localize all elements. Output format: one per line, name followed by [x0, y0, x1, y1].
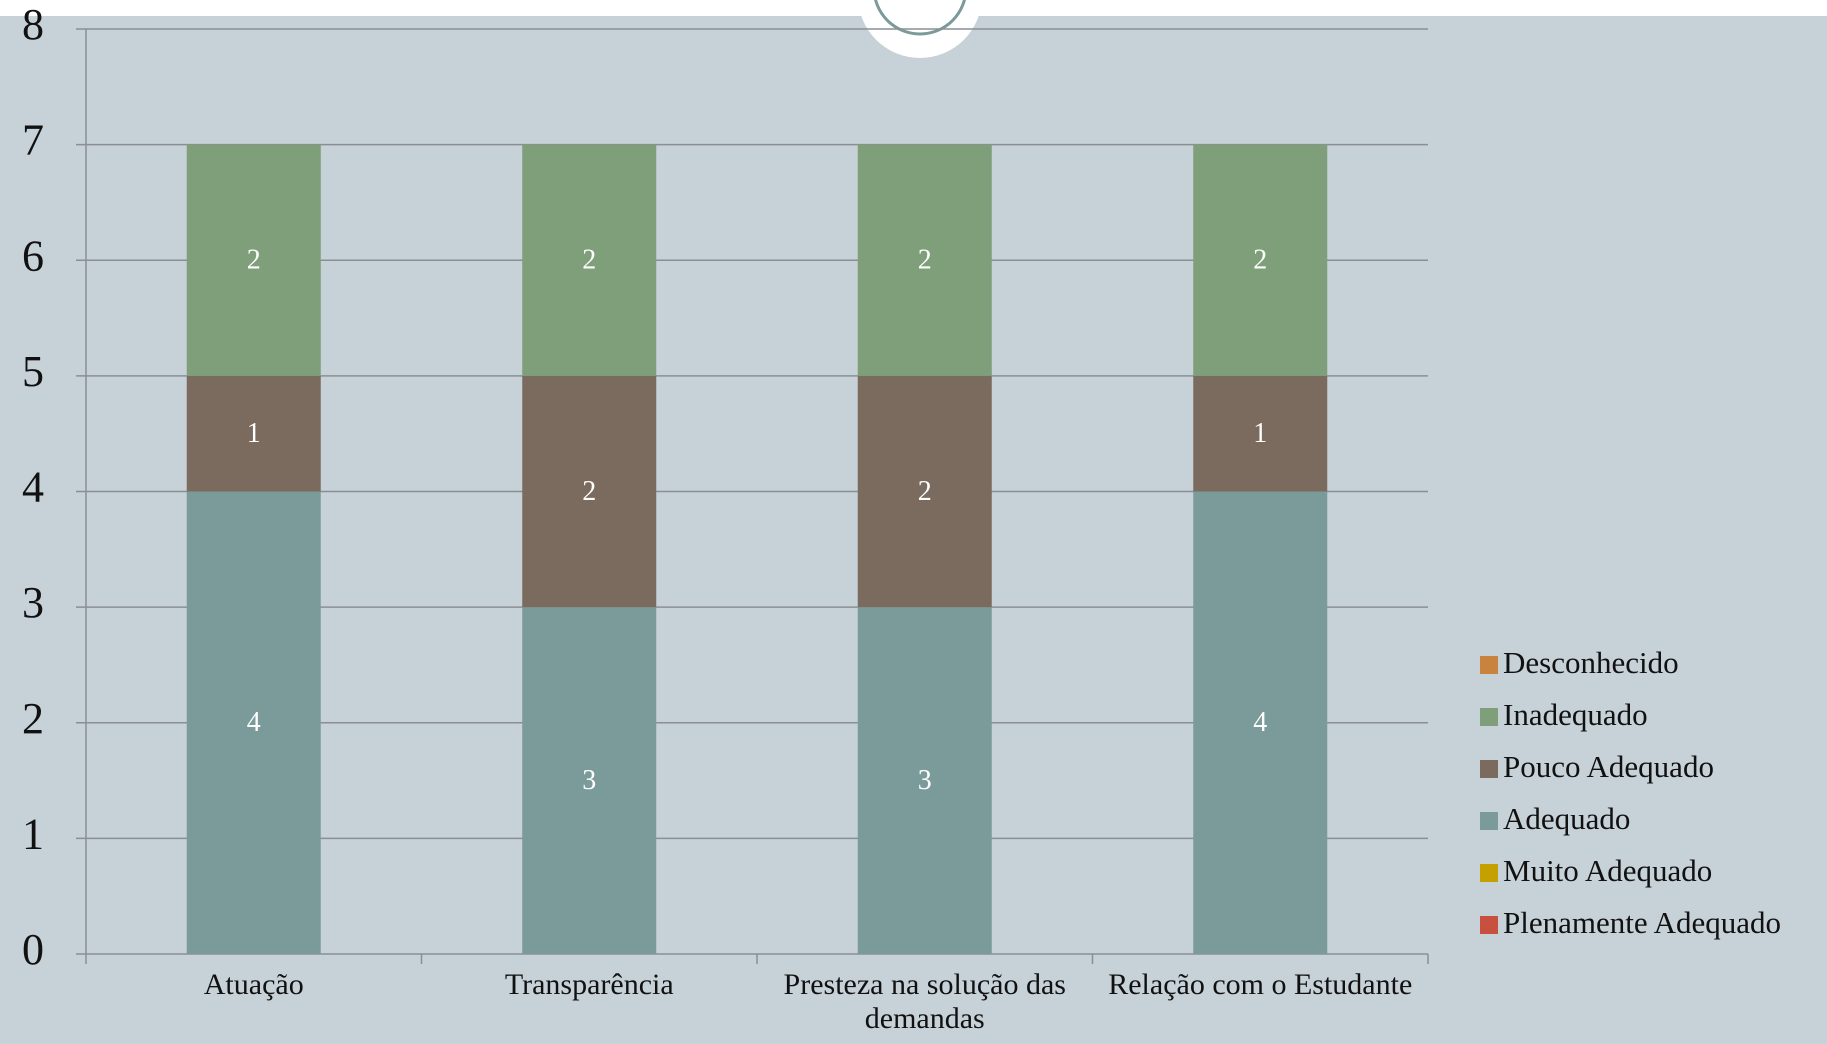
bar-segment [1193, 375, 1328, 492]
bar-segment [1193, 491, 1328, 954]
legend-swatch [1480, 916, 1498, 934]
data-label: 3 [918, 765, 932, 796]
y-tick-label: 3 [22, 578, 44, 627]
y-tick-label: 5 [22, 347, 44, 396]
bar-segment [857, 607, 992, 954]
data-label: 4 [247, 707, 261, 738]
bar-segment [857, 144, 992, 376]
legend-swatch [1480, 656, 1498, 674]
bar-segment [522, 375, 657, 608]
bar-segment [857, 375, 992, 608]
bar-segment [186, 375, 321, 492]
legend-label: Desconhecido [1503, 645, 1679, 680]
data-label: 2 [582, 245, 596, 276]
data-label: 2 [918, 245, 932, 276]
legend-label: Adequado [1503, 801, 1630, 836]
x-tick-label-box: Relação com o Estudante [1108, 968, 1413, 1001]
data-label: 1 [1253, 418, 1267, 449]
legend-label: Muito Adequado [1503, 853, 1712, 888]
data-label: 2 [247, 245, 261, 276]
y-tick-label: 8 [22, 0, 44, 49]
data-label: 2 [1253, 245, 1267, 276]
data-label: 2 [582, 476, 596, 507]
legend-swatch [1480, 760, 1498, 778]
legend-swatch [1480, 812, 1498, 830]
y-tick-label: 1 [22, 809, 44, 858]
y-tick-label: 4 [22, 463, 44, 512]
y-tick-label: 2 [22, 694, 44, 743]
bar-segment [186, 144, 321, 376]
bar-segment [522, 607, 657, 954]
legend-label: Plenamente Adequado [1503, 905, 1781, 940]
bar-segment [186, 491, 321, 954]
data-label: 4 [1253, 707, 1267, 738]
x-tick-label: Atuação [203, 968, 304, 1001]
data-label: 3 [582, 765, 596, 796]
legend-label: Inadequado [1503, 697, 1648, 732]
data-label: 2 [918, 476, 932, 507]
bar-segment [1193, 144, 1328, 376]
x-tick-label: Transparência [504, 968, 674, 1001]
x-tick-label: Presteza na solução das demandas [783, 968, 1066, 1035]
legend-swatch [1480, 864, 1498, 882]
y-tick-label: 7 [22, 116, 44, 165]
x-tick-label-box: Presteza na solução das demandas [783, 968, 1066, 1035]
y-tick-label: 6 [22, 231, 44, 280]
legend-swatch [1480, 708, 1498, 726]
data-label: 1 [247, 418, 261, 449]
x-tick-label: Relação com o Estudante [1108, 968, 1413, 1001]
legend-label: Pouco Adequado [1503, 749, 1714, 784]
page-badge-ring [874, 0, 966, 36]
x-tick-label-box: Atuação [203, 968, 304, 1001]
x-tick-label-box: Transparência [504, 968, 674, 1001]
bar-segment [522, 144, 657, 376]
y-tick-label: 0 [22, 925, 44, 974]
